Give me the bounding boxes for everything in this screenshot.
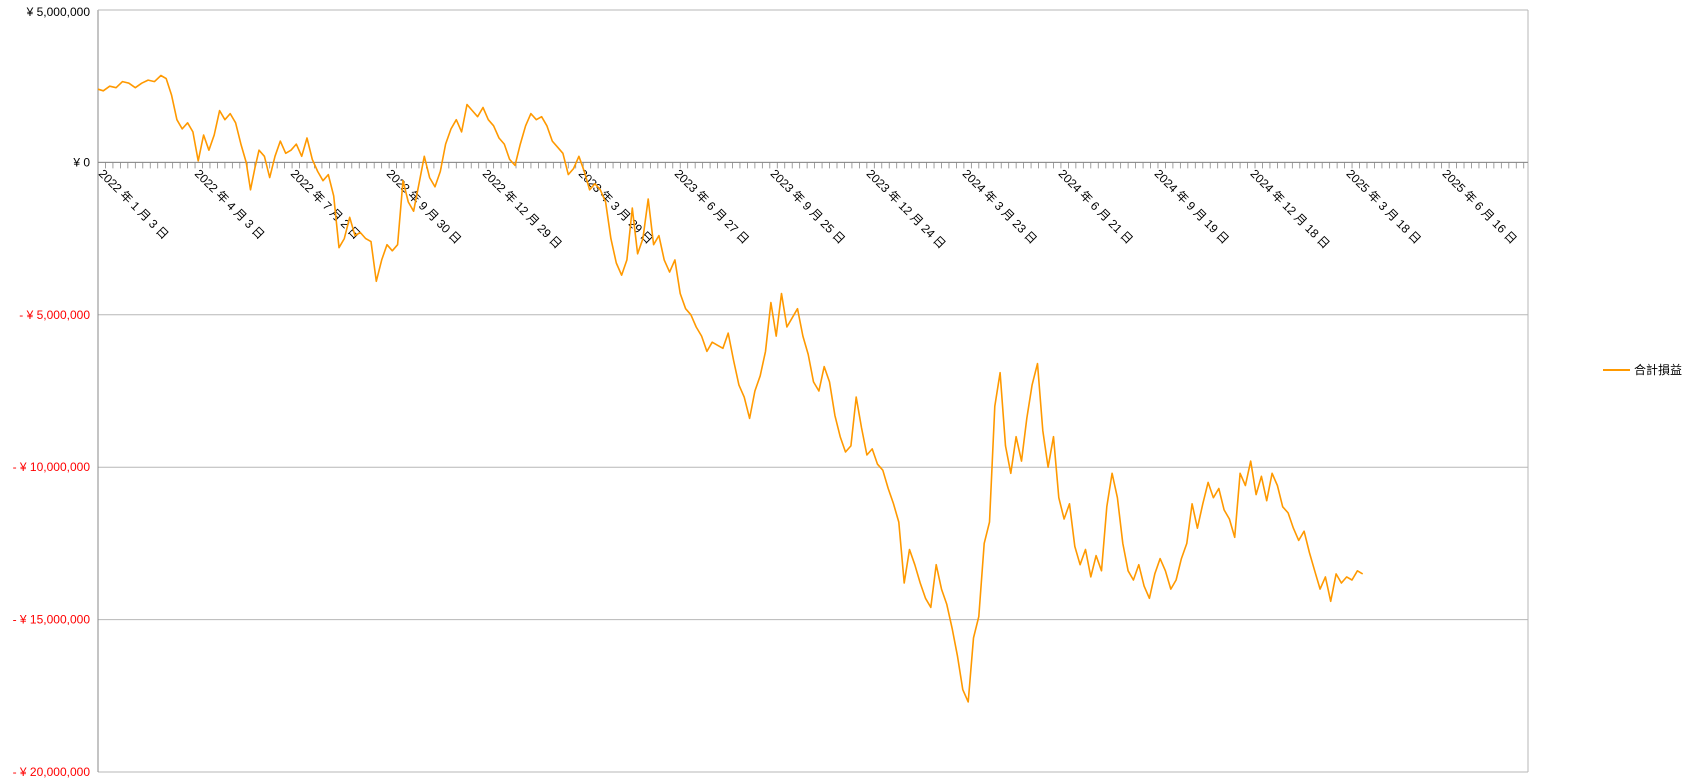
x-tick-label: 2023 年 9 月 25 日 — [768, 167, 848, 247]
x-tick-label: 2025 年 6 月 16 日 — [1440, 167, 1520, 247]
x-tick-label: 2024 年 3 月 23 日 — [960, 167, 1040, 247]
x-tick-label: 2024 年 6 月 21 日 — [1056, 167, 1136, 247]
y-tick-label: - ¥ 20,000,000 — [13, 765, 91, 779]
series-line-0 — [97, 74, 1364, 703]
y-tick-label: - ¥ 10,000,000 — [13, 460, 91, 474]
x-tick-label: 2025 年 3 月 18 日 — [1344, 167, 1424, 247]
y-tick-label: ¥ 0 — [72, 155, 90, 169]
y-tick-label: - ¥ 5,000,000 — [19, 308, 90, 322]
y-tick-label: ¥ 5,000,000 — [26, 5, 91, 19]
x-tick-label: 2023 年 12 月 24 日 — [864, 167, 949, 252]
legend-label: 合計損益 — [1634, 362, 1682, 377]
x-tick-label: 2022 年 4 月 3 日 — [192, 167, 267, 242]
x-tick-label: 2024 年 9 月 19 日 — [1152, 167, 1232, 247]
x-tick-label: 2024 年 12 月 18 日 — [1248, 167, 1333, 252]
x-tick-label: 2022 年 1 月 3 日 — [96, 167, 171, 242]
x-tick-label: 2022 年 9 月 30 日 — [384, 167, 464, 247]
x-tick-label: 2022 年 12 月 29 日 — [480, 167, 565, 252]
y-tick-label: - ¥ 15,000,000 — [13, 613, 91, 627]
x-tick-label: 2023 年 6 月 27 日 — [672, 167, 752, 247]
